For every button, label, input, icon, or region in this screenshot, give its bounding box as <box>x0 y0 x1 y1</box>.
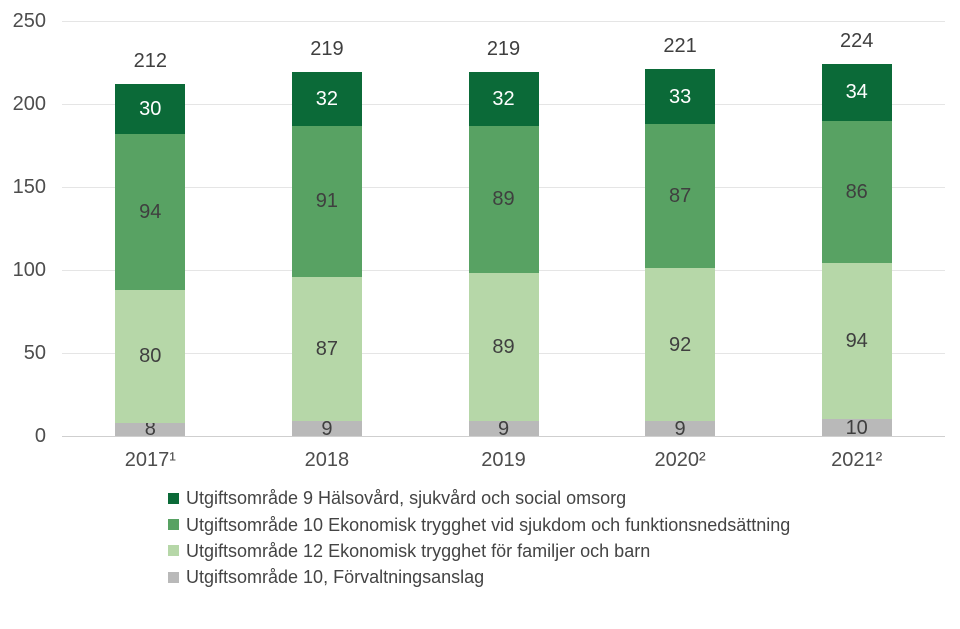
bar-segment <box>645 69 716 124</box>
x-axis-label: 2020² <box>654 449 706 471</box>
bar-segment-value: 92 <box>668 333 692 356</box>
bar-segment <box>291 72 362 126</box>
gridline <box>62 21 945 22</box>
x-axis-label: 2019 <box>481 449 526 471</box>
bar-segment-value: 34 <box>845 81 868 104</box>
bar-segment <box>821 263 892 420</box>
x-axis-label: 2017¹ <box>124 449 176 471</box>
x-axis-label: 2021² <box>831 449 883 471</box>
legend-label: Utgiftsområde 10 Ekonomisk trygghet vid … <box>186 514 791 535</box>
legend-swatch <box>168 545 179 557</box>
bar-segment-value: 87 <box>668 185 692 208</box>
legend: Utgiftsområde 9 Hälsovård, sjukvård och … <box>168 485 790 591</box>
bar-segment-value: 91 <box>315 190 339 213</box>
bar-segment-value: 9 <box>674 417 686 440</box>
bar-segment <box>115 422 186 436</box>
legend-swatch <box>168 519 179 531</box>
bar-total-label: 219 <box>486 38 521 61</box>
legend-swatch <box>168 492 179 504</box>
y-axis-tick-label: 250 <box>12 10 46 32</box>
x-axis-line <box>62 436 945 437</box>
y-axis-tick-label: 100 <box>12 259 46 281</box>
bar-segment <box>115 84 186 134</box>
bar-segment-value: 9 <box>321 417 333 440</box>
legend-label: Utgiftsområde 12 Ekonomisk trygghet för … <box>186 540 651 561</box>
x-axis-label: 2018 <box>304 449 350 471</box>
bar-total-label: 224 <box>840 30 874 53</box>
bar-segment <box>291 125 362 277</box>
bar-segment-value: 94 <box>845 330 868 353</box>
y-axis-tick-label: 0 <box>34 425 46 447</box>
bar-segment <box>115 133 186 290</box>
bar-segment-value: 80 <box>139 345 162 368</box>
bar-segment <box>645 268 716 422</box>
bar-segment-value: 8 <box>144 418 156 441</box>
bar-segment <box>291 276 362 422</box>
bar-segment <box>645 123 716 269</box>
y-axis-tick-label: 200 <box>12 93 46 115</box>
bar-total-label: 219 <box>310 38 344 61</box>
y-axis-tick-label: 50 <box>23 342 46 364</box>
bar-segment <box>821 120 892 264</box>
legend-item: Utgiftsområde 10, Förvaltningsanslag <box>168 564 790 590</box>
bar-segment <box>821 419 892 436</box>
bar-segment <box>115 289 186 423</box>
bar-segment-value: 86 <box>845 180 868 203</box>
legend-label: Utgiftsområde 10, Förvaltningsanslag <box>186 567 485 588</box>
legend-item: Utgiftsområde 12 Ekonomisk trygghet för … <box>168 538 790 564</box>
bar-segment <box>291 421 362 436</box>
bar-segment-value: 89 <box>492 188 515 211</box>
bar-segment-value: 89 <box>492 336 515 359</box>
bar-segment <box>821 64 892 121</box>
bar-segment <box>468 72 539 126</box>
legend-item: Utgiftsområde 9 Hälsovård, sjukvård och … <box>168 485 790 511</box>
bar-segment <box>468 125 539 274</box>
bar-segment-value: 87 <box>315 337 339 360</box>
bar-total-label: 221 <box>663 35 697 58</box>
y-axis-tick-label: 150 <box>12 176 46 198</box>
bar-segment-value: 32 <box>492 88 515 111</box>
legend-item: Utgiftsområde 10 Ekonomisk trygghet vid … <box>168 511 790 537</box>
bar-segment-value: 33 <box>668 85 692 108</box>
bar-segment-value: 32 <box>315 88 339 111</box>
bar-segment <box>468 421 539 436</box>
bar-segment <box>468 273 539 422</box>
bar-segment-value: 94 <box>139 200 162 223</box>
bar-segment-value: 30 <box>139 97 162 120</box>
legend-swatch <box>168 571 179 583</box>
legend-label: Utgiftsområde 9 Hälsovård, sjukvård och … <box>186 488 627 509</box>
bar-total-label: 212 <box>133 50 167 73</box>
bar-segment-value: 10 <box>845 416 868 439</box>
bar-segment-value: 9 <box>497 417 510 440</box>
bar-segment <box>645 421 716 436</box>
